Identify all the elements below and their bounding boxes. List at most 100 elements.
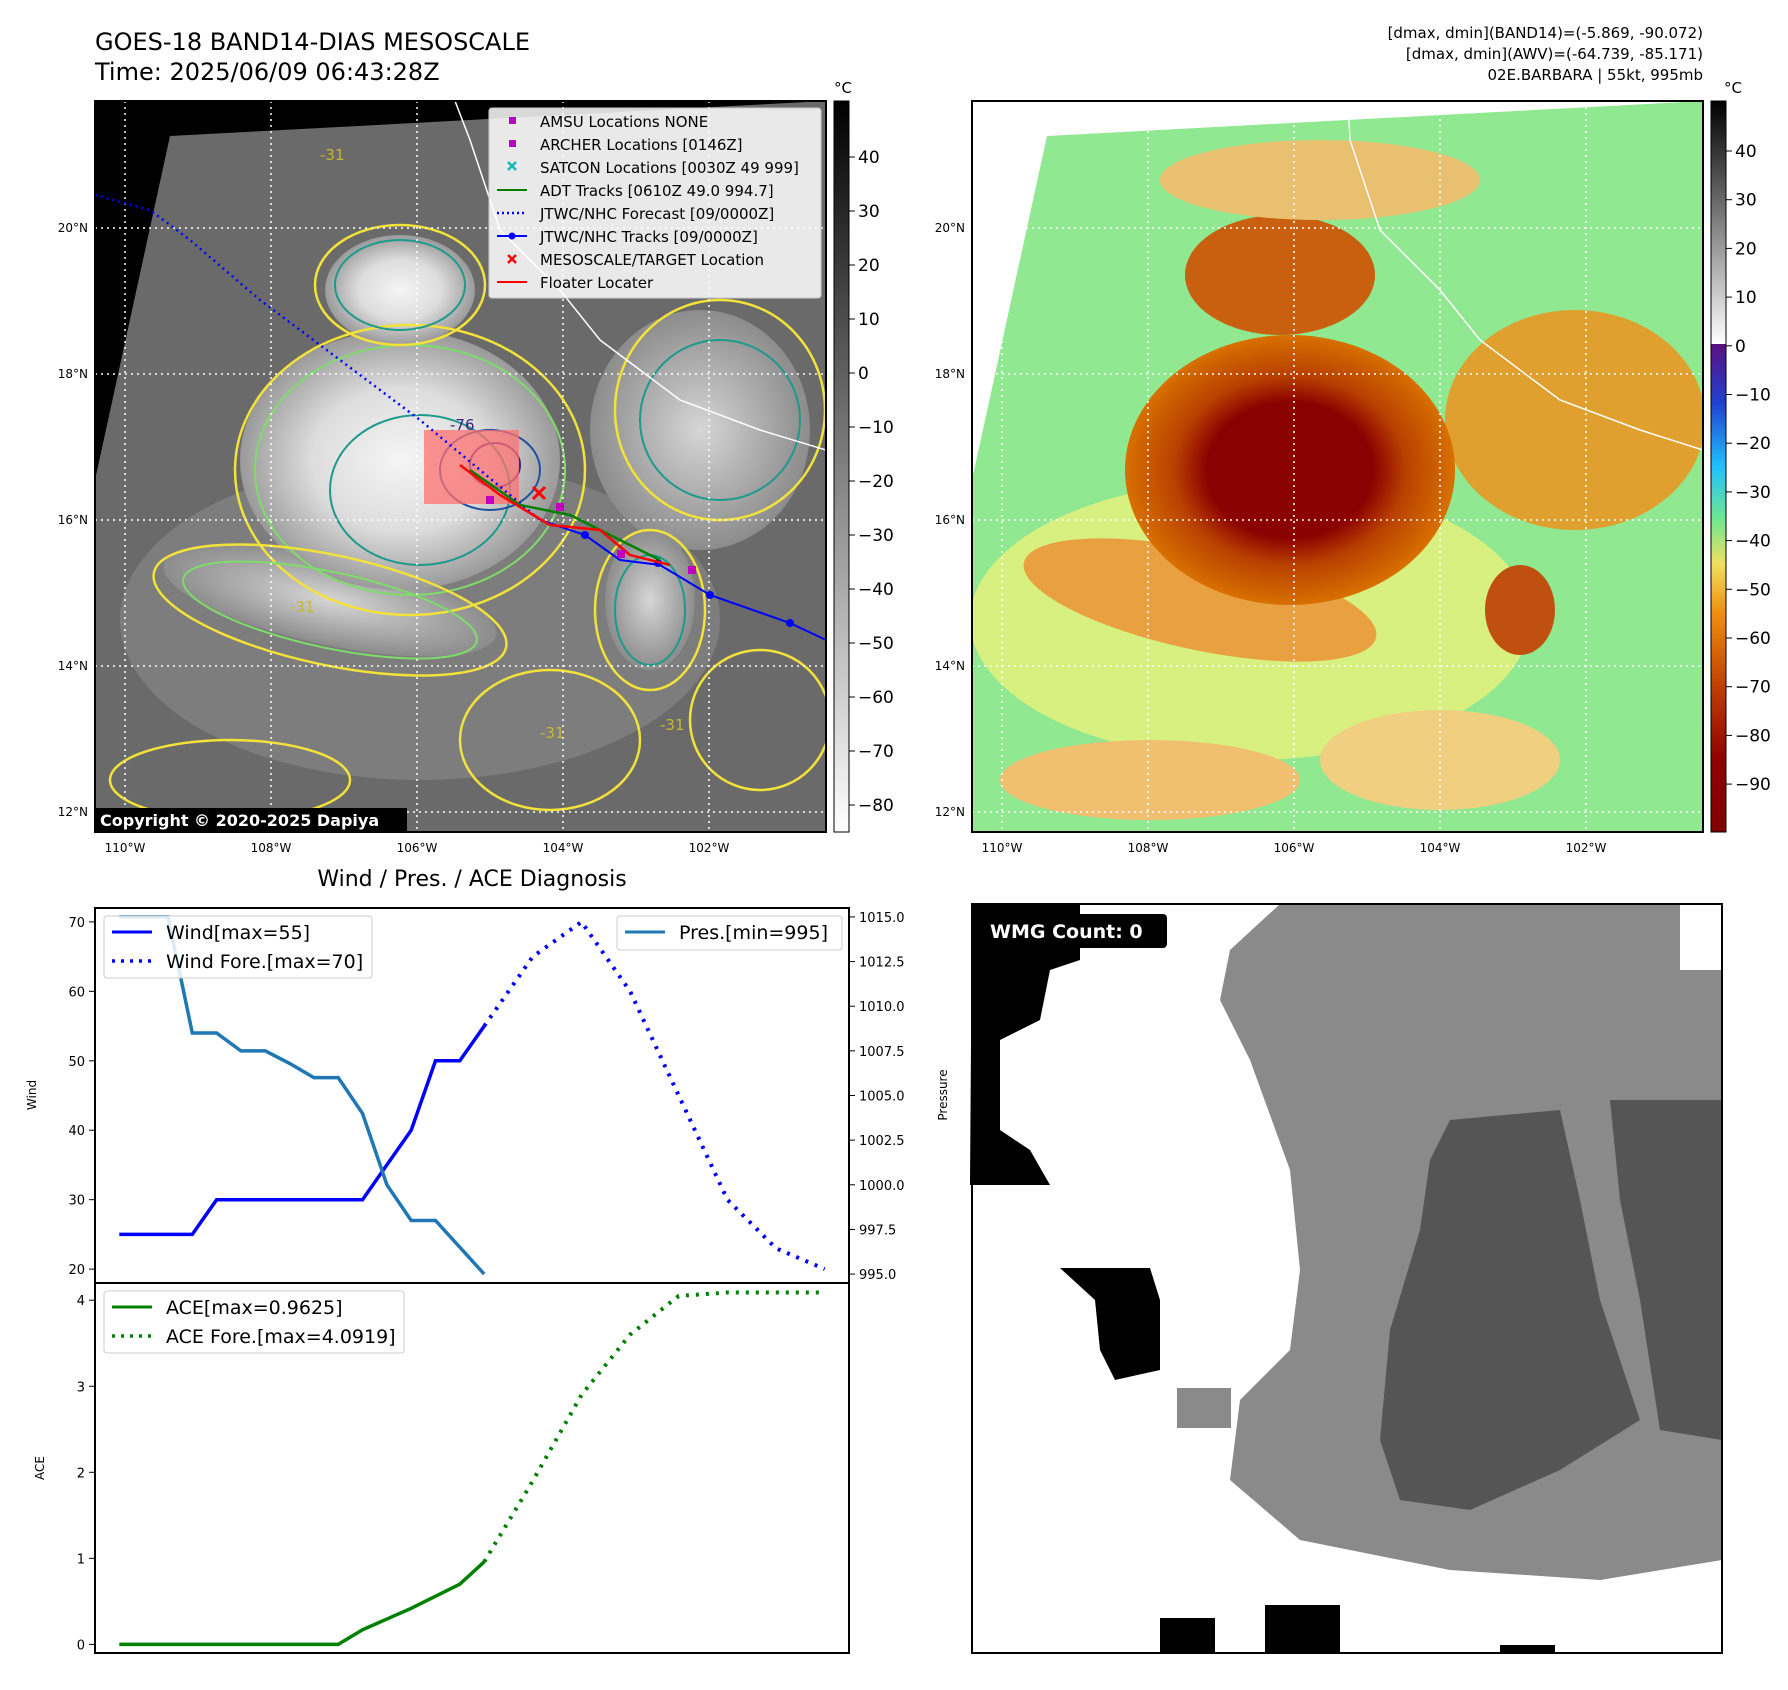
colorbar-tick-label: −60 — [1735, 629, 1771, 649]
coastline — [1347, 101, 1703, 451]
lat-label: 16°N — [935, 513, 965, 527]
legend-label: MESOSCALE/TARGET Location — [540, 251, 764, 269]
colorbar-unit: °C — [1724, 79, 1742, 97]
map2-lat-labels: 20°N 18°N 16°N 14°N 12°N — [935, 221, 965, 819]
colorbar-tick-label: −80 — [858, 796, 894, 816]
colorbar-tick-label: 0 — [858, 364, 869, 384]
colorbar-tick-label: −50 — [858, 634, 894, 654]
figure-title: GOES-18 BAND14-DIAS MESOSCALE — [95, 28, 530, 56]
contour-label: -76 — [450, 416, 475, 434]
legend-marker — [507, 161, 517, 171]
map-legend: AMSU Locations NONE ARCHER Locations [01… — [488, 107, 822, 299]
lat-label: 12°N — [935, 805, 965, 819]
archer-marker — [486, 496, 494, 504]
map-gridlines — [972, 101, 1703, 832]
colorbar-tick-label: 30 — [1735, 191, 1757, 211]
lon-label: 104°W — [1420, 841, 1461, 855]
lat-label: 14°N — [58, 659, 88, 673]
lat-label: 20°N — [935, 221, 965, 235]
legend-label: JTWC/NHC Tracks [09/0000Z] — [539, 228, 758, 246]
lat-label: 18°N — [58, 367, 88, 381]
adt-track-line — [469, 468, 661, 562]
colorbar-tick-label: 40 — [858, 148, 880, 168]
lat-label: 18°N — [935, 367, 965, 381]
figure-time: Time: 2025/06/09 06:43:28Z — [94, 58, 440, 86]
pressure-tick-label: 997.5 — [859, 1223, 896, 1238]
lon-label: 102°W — [1566, 841, 1607, 855]
contour-label: -31 — [290, 598, 315, 616]
colorbar-tick-label: 20 — [1735, 239, 1757, 259]
floater-locater-line — [459, 464, 671, 567]
lon-label: 106°W — [1274, 841, 1315, 855]
map1-lat-labels: 20°N 18°N 16°N 14°N 12°N — [58, 221, 88, 819]
colorbar-tick-label: 10 — [858, 310, 880, 330]
colorbar-tick-label: −10 — [1735, 386, 1771, 406]
wind-ylabel: Wind — [25, 1080, 39, 1110]
colorbar-tick-label: −50 — [1735, 580, 1771, 600]
wind-tick-label: 60 — [68, 985, 85, 1000]
legend-pres: Pres.[min=995] — [679, 922, 828, 944]
legend-label: AMSU Locations NONE — [540, 113, 708, 131]
pressure-ylabel: Pressure — [936, 1069, 950, 1120]
ace-ylabel: ACE — [33, 1456, 47, 1480]
wind-tick-label: 40 — [68, 1124, 85, 1139]
diagnosis-title: Wind / Pres. / ACE Diagnosis — [317, 867, 626, 892]
color-colorbar: °C 40 30 20 10 0 −10 −20 −30 −40 −50 −60 −70 −80 −90 — [1710, 79, 1771, 833]
gray-colorbar: °C 40 30 20 10 0 −10 −20 −30 −40 −50 −60 −70 −80 — [833, 79, 894, 833]
pressure-tick-label: 1002.5 — [859, 1134, 905, 1149]
ace-series-line-1 — [482, 1290, 825, 1563]
legend-label: Floater Locater — [540, 274, 654, 292]
colorbar-tick-label: −80 — [1735, 726, 1771, 746]
legend-ace-fore: ACE Fore.[max=4.0919] — [166, 1326, 396, 1348]
archer-marker — [617, 550, 625, 558]
wind-tick-label: 30 — [68, 1194, 85, 1209]
colorbar-tick-label: 20 — [858, 256, 880, 276]
legend-wind-fore: Wind Fore.[max=70] — [166, 951, 363, 973]
legend-label: SATCON Locations [0030Z 49 999] — [540, 159, 799, 177]
contour-label: -31 — [320, 146, 345, 164]
colorbar-tick-label: −40 — [1735, 532, 1771, 552]
pressure-tick-label: 1015.0 — [859, 911, 905, 926]
colorbar-tick-label: −90 — [1735, 775, 1771, 795]
lat-label: 14°N — [935, 659, 965, 673]
lon-label: 108°W — [251, 841, 292, 855]
colorbar-tick-label: −10 — [858, 418, 894, 438]
lon-label: 102°W — [689, 841, 730, 855]
info-storm: 02E.BARBARA | 55kt, 995mb — [1488, 66, 1703, 84]
series-line-0 — [119, 1025, 486, 1237]
wind-tick-label: 50 — [68, 1055, 85, 1070]
lon-label: 104°W — [543, 841, 584, 855]
series-line-2 — [119, 915, 486, 1276]
colorbar-tick-label: −70 — [858, 742, 894, 762]
legend-marker — [507, 254, 517, 264]
wind-tick-label: 20 — [68, 1263, 85, 1278]
archer-marker — [556, 503, 564, 511]
colorbar-tick-label: −30 — [858, 526, 894, 546]
target-marker — [531, 485, 547, 501]
colorbar-tick-label: −30 — [1735, 483, 1771, 503]
ace-tick-label: 3 — [77, 1380, 85, 1395]
info-band14: [dmax, dmin](BAND14)=(-5.869, -90.072) — [1388, 24, 1703, 42]
lon-label: 110°W — [105, 841, 146, 855]
colorbar-tick-label: −20 — [858, 472, 894, 492]
ace-tick-label: 0 — [77, 1638, 85, 1653]
pressure-tick-label: 1005.0 — [859, 1090, 905, 1105]
pressure-tick-label: 1010.0 — [859, 1000, 905, 1015]
wind-tick-label: 70 — [68, 916, 85, 931]
ace-series-line-0 — [119, 1560, 486, 1647]
colorbar-tick-label: −20 — [1735, 434, 1771, 454]
pressure-tick-label: 1007.5 — [859, 1045, 905, 1060]
ace-tick-label: 1 — [77, 1552, 85, 1567]
ace-chart: 0 1 2 3 4 ACE ACE[max=0.9625] ACE Fore.[max=… — [33, 1282, 850, 1654]
lat-label: 16°N — [58, 513, 88, 527]
map1-lon-labels: 110°W 108°W 106°W 104°W 102°W — [105, 841, 730, 855]
legend-marker — [509, 140, 516, 147]
legend-label: ADT Tracks [0610Z 49.0 994.7] — [540, 182, 774, 200]
ir-color-map — [972, 101, 1703, 832]
colorbar-tick-label: −40 — [858, 580, 894, 600]
wmg-count: WMG Count: 0 — [990, 921, 1143, 943]
contour-label: -31 — [540, 724, 565, 742]
colorbar-tick-label: 30 — [858, 202, 880, 222]
colorbar-tick-label: 10 — [1735, 288, 1757, 308]
mesoscale-box — [424, 430, 519, 504]
